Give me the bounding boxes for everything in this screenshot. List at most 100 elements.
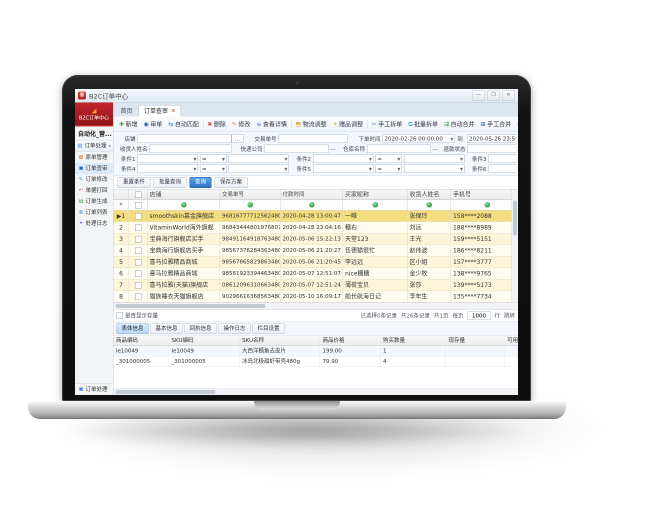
show-stock-checkbox[interactable]: [116, 312, 123, 319]
chevron-down-icon[interactable]: ▼: [450, 137, 454, 142]
checkbox-icon[interactable]: [134, 247, 142, 254]
sidebar-item-order-generate[interactable]: ▤ 订单生成: [75, 196, 113, 207]
unlock-button[interactable]: ●解锁: [515, 118, 518, 130]
sidebar-item-process-log[interactable]: ✦ 处理日志: [75, 218, 113, 229]
sidebar-item-document-return[interactable]: ↩ 单据打回: [75, 185, 113, 196]
shop-input[interactable]: [137, 134, 232, 143]
sidebar-item-order-list[interactable]: ≣ 订单列表: [75, 207, 113, 218]
table-row[interactable]: 5 喜马拉雅精品商城 98567865829863480 2020-05-06 …: [113, 256, 518, 268]
condition6-field-select[interactable]: ▼: [488, 164, 516, 173]
checkbox-icon[interactable]: [134, 235, 142, 243]
filter-funnel-icon[interactable]: [247, 202, 253, 208]
scrollbar-thumb[interactable]: [513, 200, 517, 236]
batch-split-button[interactable]: ⧉ 批量拆单: [406, 118, 441, 130]
col-trade-no[interactable]: 交易单号: [220, 189, 281, 200]
chevron-down-icon[interactable]: ▼: [193, 167, 197, 172]
filter-cell[interactable]: [148, 200, 220, 210]
checkbox-icon[interactable]: [134, 224, 142, 231]
checkbox-icon[interactable]: [134, 281, 142, 289]
edit-button[interactable]: ✎ 修改: [229, 118, 253, 130]
date-to-input[interactable]: 2020-05-26 23:59:59▼: [467, 134, 516, 143]
filter-cell[interactable]: [451, 200, 518, 210]
tab-close-icon[interactable]: ✕: [171, 107, 176, 115]
filter-funnel-icon[interactable]: [426, 202, 432, 208]
tab-basic-info[interactable]: 基本信息: [150, 323, 183, 334]
sidebar-bottom-group-order-processing[interactable]: ▣ 订单处理: [75, 383, 113, 396]
col-phone[interactable]: 手机号: [451, 190, 518, 200]
row-checkbox[interactable]: [129, 279, 148, 291]
chevron-down-icon[interactable]: ▼: [368, 167, 372, 172]
checkbox-icon[interactable]: [134, 191, 142, 198]
audit-button[interactable]: ◉ 审单: [141, 118, 165, 130]
row-checkbox[interactable]: [129, 256, 148, 268]
checkbox-icon[interactable]: [134, 201, 142, 209]
row-checkbox[interactable]: [129, 233, 148, 245]
filter-cell[interactable]: [220, 200, 281, 210]
chevron-down-icon[interactable]: ▼: [459, 167, 463, 172]
express-input[interactable]: [264, 144, 329, 153]
col-stock[interactable]: 现存量: [446, 335, 505, 346]
checkbox-icon[interactable]: [134, 258, 142, 266]
table-row[interactable]: 7 喜马拉雅(天猫)旗舰店 08612096310663480 2020-05-…: [113, 279, 518, 291]
warehouse-input[interactable]: [367, 144, 431, 153]
chevron-down-icon[interactable]: ▼: [284, 157, 288, 162]
filter-checkbox-cell[interactable]: [129, 200, 148, 210]
col-price[interactable]: 商品价格: [320, 335, 381, 346]
sidebar-item-order-review[interactable]: ▣ 订单查审: [75, 163, 113, 174]
tab-body-info[interactable]: 表体信息: [116, 323, 149, 334]
batch-query-button[interactable]: 批量查询: [153, 177, 187, 188]
vertical-scrollbar[interactable]: [511, 189, 518, 303]
checkbox-icon[interactable]: [134, 293, 142, 300]
col-sku-code[interactable]: SKU编码: [169, 335, 240, 346]
sidebar-item-order-edit[interactable]: ✎ 订单修改: [75, 174, 113, 185]
col-shop[interactable]: 店铺: [148, 189, 220, 200]
condition5-value-select[interactable]: ▼: [404, 164, 465, 173]
col-product-code[interactable]: 商品编码: [114, 335, 169, 346]
manual-split-button[interactable]: ✂ 手工拆单: [369, 118, 405, 130]
logistics-adjust-button[interactable]: ⬒ 物流调整: [293, 118, 329, 130]
auto-merge-button[interactable]: ⇶ 自动合并: [442, 118, 478, 130]
filter-funnel-icon[interactable]: [484, 202, 490, 208]
view-detail-button[interactable]: ≡ 查看详情: [254, 118, 290, 130]
tab-receipt-info[interactable]: 回执信息: [184, 323, 217, 334]
query-button[interactable]: 查询: [189, 177, 212, 188]
condition2-field-select[interactable]: ▼: [313, 154, 374, 163]
detail-row[interactable]: le10049 le10049 大西洋鳕鱼去皮片 199.00 1: [113, 346, 518, 357]
filter-funnel-icon[interactable]: [372, 202, 378, 208]
collapse-icon[interactable]: «: [108, 142, 112, 150]
condition3-field-select[interactable]: ▼: [488, 154, 516, 163]
manual-merge-button[interactable]: ⊞ 手工合并: [478, 118, 514, 130]
col-sku-name[interactable]: SKU名称: [240, 335, 320, 346]
select-all-checkbox[interactable]: [129, 189, 148, 200]
detail-row[interactable]: _301000005 _301000005 冰岛北极甜虾带壳480g 79.90…: [113, 356, 518, 367]
table-row[interactable]: 8 猫族睡衣天猫旗舰店 90296616368563480 2020-05-10…: [113, 291, 518, 303]
tab-operation-log[interactable]: 操作日志: [218, 323, 251, 334]
chevron-down-icon[interactable]: ▼: [221, 157, 225, 162]
scrollbar-thumb[interactable]: [115, 390, 216, 394]
row-checkbox[interactable]: [129, 245, 148, 256]
chevron-down-icon[interactable]: ▼: [459, 157, 463, 162]
checkbox-icon[interactable]: [134, 270, 142, 277]
filter-cell[interactable]: [343, 200, 408, 210]
table-row[interactable]: ▶1 smoothskin慕金旗舰店 96816777712562480 202…: [113, 210, 518, 222]
receiver-input[interactable]: [149, 144, 232, 153]
add-button[interactable]: ✚ 新增: [117, 118, 141, 130]
delete-button[interactable]: ✖ 删除: [205, 118, 229, 130]
scrollbar-thumb[interactable]: [115, 304, 266, 308]
chevron-down-icon[interactable]: ▼: [397, 167, 401, 172]
maximize-button[interactable]: ❐: [487, 90, 500, 101]
col-receiver[interactable]: 收货人姓名: [408, 189, 451, 200]
table-row[interactable]: 3 宝典海行旗舰店买手 98491164918763480 2020-05-06…: [113, 233, 518, 245]
close-button[interactable]: ✕: [502, 90, 515, 101]
col-available[interactable]: 可用量: [505, 335, 518, 346]
tab-home[interactable]: 首页: [120, 107, 133, 115]
trade-no-input[interactable]: [278, 134, 348, 143]
condition4-field-select[interactable]: ▼: [137, 164, 198, 173]
row-checkbox[interactable]: [129, 291, 148, 302]
condition1-value-select[interactable]: ▼: [228, 154, 289, 163]
auto-match-button[interactable]: ⇆ 自动匹配: [166, 118, 202, 130]
reset-conditions-button[interactable]: 重置条件: [117, 177, 151, 188]
row-checkbox[interactable]: [129, 210, 148, 222]
sidebar-group-order-processing[interactable]: ▧ 订单处理 «: [75, 140, 113, 152]
condition4-value-select[interactable]: ▼: [228, 164, 289, 173]
